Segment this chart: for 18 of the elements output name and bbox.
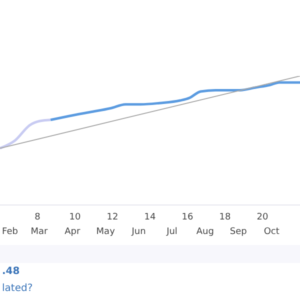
x-tick-label: 16 [182, 212, 194, 222]
text: lated? [1, 282, 34, 296]
text: Aug [196, 227, 214, 237]
x-tick-label: 18 [219, 212, 231, 222]
text: May [96, 227, 115, 237]
text: .48 [1, 265, 21, 279]
x-tick-label: 14 [144, 212, 156, 222]
text: Jun [132, 227, 146, 237]
text: Apr [64, 227, 80, 237]
x-tick-label: 10 [69, 212, 81, 222]
text: Jul [166, 227, 178, 237]
text: Sep [230, 227, 247, 237]
text: Mar [30, 227, 48, 237]
x-tick-label: 20 [256, 212, 268, 222]
text: Feb [2, 227, 18, 237]
text: Oct [264, 227, 280, 237]
x-tick-label: 12 [106, 212, 118, 222]
x-tick-label: 8 [34, 212, 41, 222]
